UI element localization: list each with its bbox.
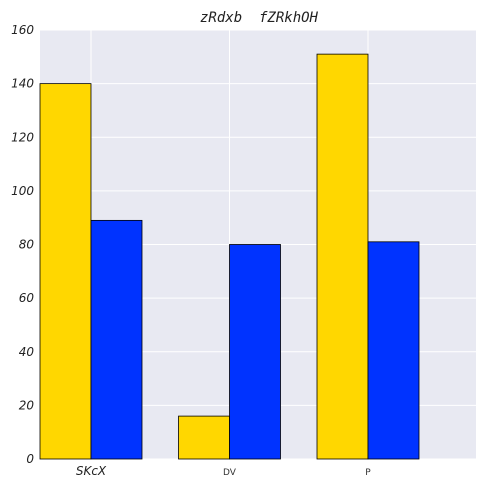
y-tick-label: 120 <box>11 130 34 144</box>
bar-series-2-P <box>367 241 420 460</box>
bars <box>39 53 420 460</box>
y-tick-label: 140 <box>11 77 34 91</box>
x-tick-label: P <box>365 468 371 478</box>
y-tick-label: 100 <box>11 184 34 198</box>
chart-title: zRdxb fZRkhOH <box>200 10 319 26</box>
y-axis-ticks: 0 20 40 60 80 100 120 140 160 <box>11 23 34 466</box>
bar-series-1-P <box>316 53 369 460</box>
x-tick-label: SKcX <box>76 464 107 478</box>
y-tick-label: 60 <box>19 291 35 305</box>
y-tick-label: 40 <box>19 345 35 359</box>
y-tick-label: 160 <box>11 23 34 37</box>
bar-series-2-DV <box>229 244 281 460</box>
bar-series-2-SKcX <box>90 219 143 460</box>
y-tick-label: 80 <box>19 238 35 252</box>
bar-series-1-DV <box>178 415 230 460</box>
x-tick-label: DV <box>223 468 237 478</box>
x-axis-ticks: SKcX DV P <box>76 464 371 478</box>
y-tick-label: 20 <box>19 398 35 412</box>
y-tick-label: 0 <box>26 452 34 466</box>
bar-series-1-SKcX <box>39 83 92 460</box>
